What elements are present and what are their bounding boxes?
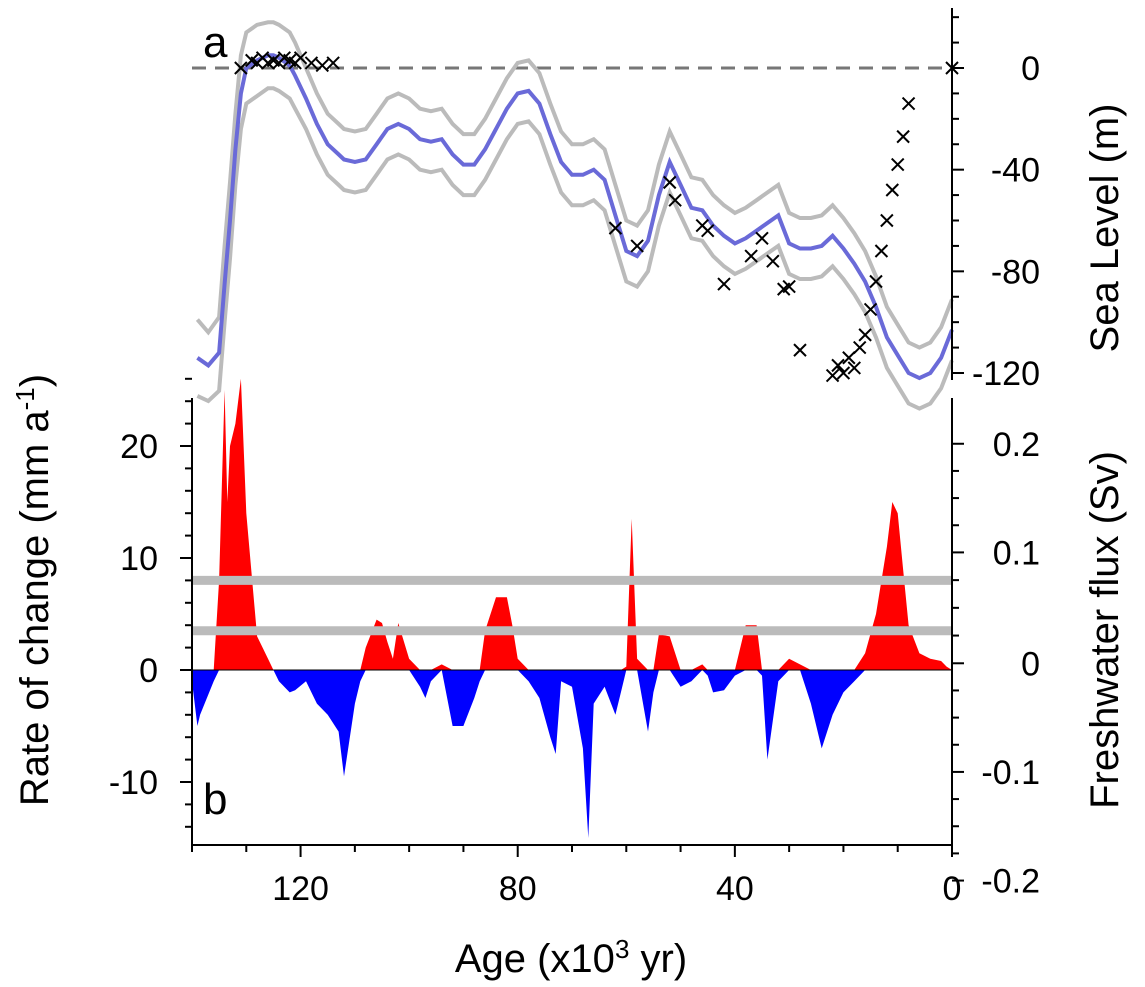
observation-marker [842, 351, 856, 365]
y-axis-title-rate: Rate of change (mm a-1) [10, 374, 57, 806]
sea-level-tick-label: -120 [972, 355, 1040, 393]
rate-tick-label: 10 [120, 540, 158, 578]
sea-level-tick-label: -40 [991, 152, 1040, 190]
observation-marker [315, 58, 329, 73]
observation-marker [891, 157, 905, 172]
panel-b: 20 10 0 -10 0.2 0.1 0 -0.1 -0.2 120 80 40 0 [109, 377, 1040, 908]
observation-marker [782, 279, 796, 294]
observation-marker [630, 239, 644, 253]
x-tick-label: 40 [716, 870, 754, 908]
observation-marker [234, 61, 248, 75]
freshwater-tick-label: 0.1 [993, 534, 1040, 572]
sea-level-observations [234, 51, 959, 383]
observation-marker [874, 244, 889, 258]
observation-marker [304, 56, 319, 70]
x-axis-title: Age (x103 yr) [455, 934, 687, 981]
x-tick-label: 120 [272, 870, 329, 908]
freshwater-tick-label: 0 [1021, 645, 1040, 683]
observation-marker [825, 368, 840, 383]
negative-rate-area [192, 670, 952, 838]
sea-level-mean-line [196, 53, 954, 381]
observation-marker [847, 361, 861, 375]
freshwater-tick-label: -0.2 [981, 863, 1040, 901]
observation-marker [663, 175, 677, 190]
rate-tick-label: 20 [120, 428, 158, 466]
y-axis-title-freshwater: Freshwater flux (Sv) [1083, 451, 1127, 809]
panel-b-label: b [203, 775, 227, 824]
x-tick-label: 80 [499, 870, 537, 908]
observation-marker [668, 193, 682, 207]
observation-marker [293, 51, 308, 65]
observation-marker [701, 223, 715, 238]
sea-level-lower-envelope [196, 86, 954, 411]
observation-marker [717, 277, 731, 291]
sea-level-tick-label: -80 [991, 253, 1040, 291]
positive-rate-area [192, 378, 952, 670]
observation-marker [896, 129, 910, 144]
observation-marker [831, 358, 845, 373]
sea-level-tick-label: 0 [1021, 50, 1040, 88]
rate-tick-label: -10 [109, 764, 158, 802]
observation-marker [869, 274, 883, 289]
observation-marker [885, 183, 899, 197]
observation-marker [766, 254, 780, 268]
observation-marker [326, 56, 340, 70]
y-axis-title-sea-level: Sea Level (m) [1083, 104, 1127, 353]
sea-level-upper-envelope [195, 20, 954, 350]
observation-marker [836, 366, 851, 380]
observation-marker [858, 328, 872, 342]
observation-marker [853, 340, 867, 355]
observation-marker [744, 249, 758, 263]
observation-marker [863, 302, 878, 317]
freshwater-tick-label: -0.1 [981, 754, 1040, 792]
observation-marker [755, 231, 769, 245]
panel-a-label: a [203, 18, 228, 67]
observation-marker [608, 221, 623, 235]
observation-marker [793, 343, 807, 357]
x-tick-label: 0 [943, 870, 962, 908]
rate-tick-label: 0 [139, 652, 158, 690]
observation-marker [880, 213, 894, 228]
panel-a: 0 -40 -80 -120 [192, 8, 1040, 411]
observation-marker [901, 96, 916, 111]
freshwater-tick-label: 0.2 [993, 426, 1040, 464]
